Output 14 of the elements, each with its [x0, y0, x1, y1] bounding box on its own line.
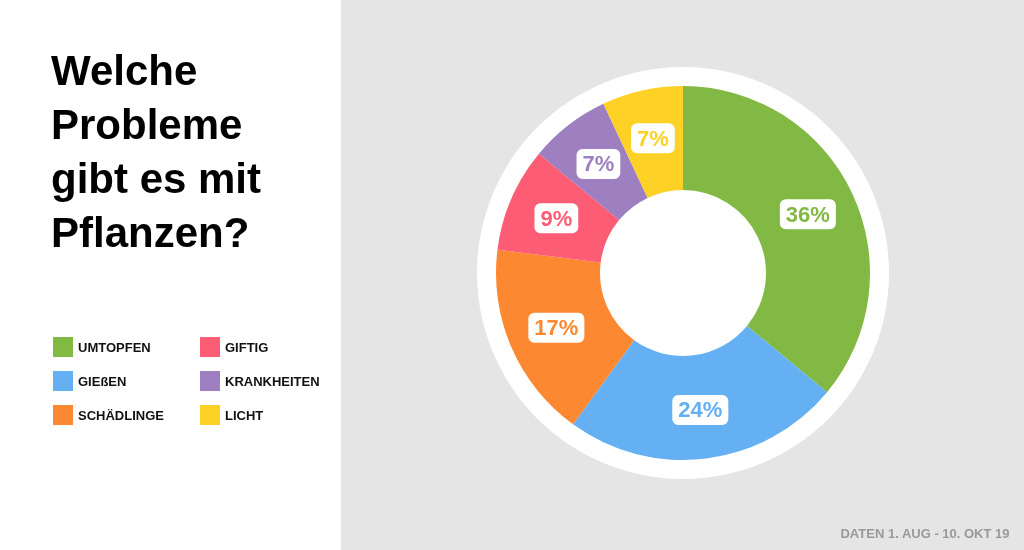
data-label: 9%: [540, 205, 573, 231]
legend-label: KRANKHEITEN: [225, 373, 320, 389]
text: DATEN 1. AUG - 10. OKT 19: [840, 526, 1010, 541]
text: Welche Probleme gibt es mit Pflanzen?: [51, 46, 273, 256]
data-label: 7%: [582, 151, 615, 177]
legend-label: SCHÄDLINGE: [78, 407, 165, 423]
legend-label: GIFTIG: [225, 339, 269, 355]
legend-label: GIEßEN: [78, 373, 127, 389]
legend-label: UMTOPFEN: [78, 339, 151, 355]
data-label: 24%: [678, 397, 723, 423]
legend-label: LICHT: [225, 407, 264, 423]
data-label: 36%: [785, 201, 830, 227]
data-label: 7%: [637, 125, 669, 151]
data-label: 17%: [534, 315, 579, 341]
